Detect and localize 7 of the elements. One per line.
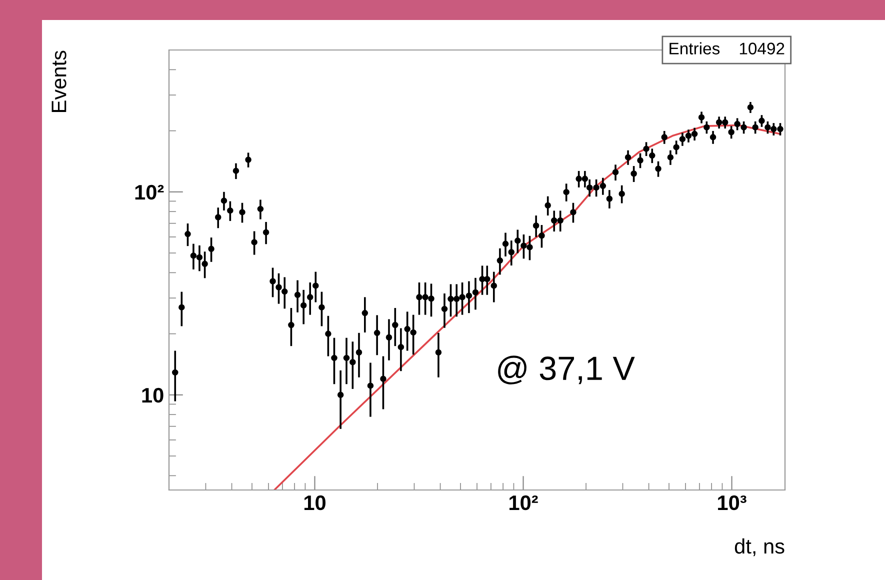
y-axis-title: Events <box>52 50 66 112</box>
annotation: @ 37,1 V <box>498 356 635 384</box>
x-tick-label: 10 <box>304 495 326 510</box>
annotation: Entries 10492 <box>670 42 784 54</box>
x-tick-label: 10² <box>510 495 538 510</box>
x-tick-label: 10³ <box>718 495 746 510</box>
x-axis-title: dt, ns <box>734 538 784 556</box>
